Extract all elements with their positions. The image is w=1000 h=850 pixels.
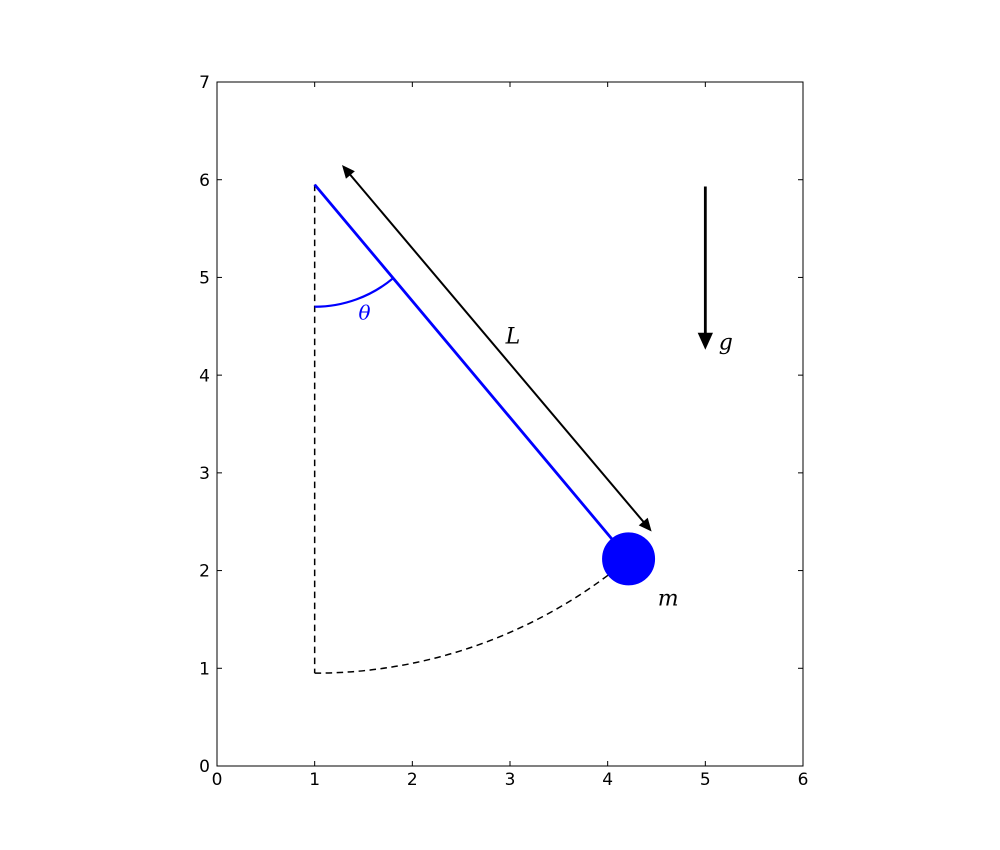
length-label: L — [505, 325, 521, 350]
y-tick-label: 5 — [199, 269, 210, 289]
x-tick-label: 2 — [407, 770, 418, 790]
swing-path-arc — [314, 558, 630, 674]
x-tick-label: 4 — [602, 770, 613, 790]
theta-arc — [314, 277, 394, 308]
y-tick-label: 7 — [199, 73, 210, 93]
theta-label: θ — [358, 301, 370, 325]
gravity-arrow-head — [697, 332, 713, 350]
x-tick-label: 6 — [798, 770, 809, 790]
gravity-label: g — [719, 330, 733, 355]
x-tick-label: 1 — [309, 770, 320, 790]
axes-tick-labels: 0 1 2 3 4 5 6 0 1 2 3 4 5 6 7 — [199, 73, 808, 790]
pendulum-rod — [313, 183, 630, 560]
pendulum-diagram: θ Lm g — [313, 165, 733, 674]
y-tick-label: 2 — [199, 562, 210, 582]
x-tick-label: 5 — [700, 770, 711, 790]
axes-frame — [216, 81, 804, 767]
length-arrow — [347, 171, 647, 526]
mass-label: m — [658, 586, 679, 611]
y-tick-label: 6 — [199, 171, 210, 191]
x-tick-label: 0 — [212, 770, 223, 790]
y-tick-label: 4 — [199, 366, 210, 386]
y-tick-label: 0 — [199, 757, 210, 777]
axes-ticks — [216, 81, 804, 767]
pendulum-mass — [602, 532, 656, 586]
axes-border — [216, 81, 804, 767]
y-tick-label: 3 — [199, 464, 210, 484]
y-tick-label: 1 — [199, 659, 210, 679]
x-tick-label: 3 — [505, 770, 516, 790]
